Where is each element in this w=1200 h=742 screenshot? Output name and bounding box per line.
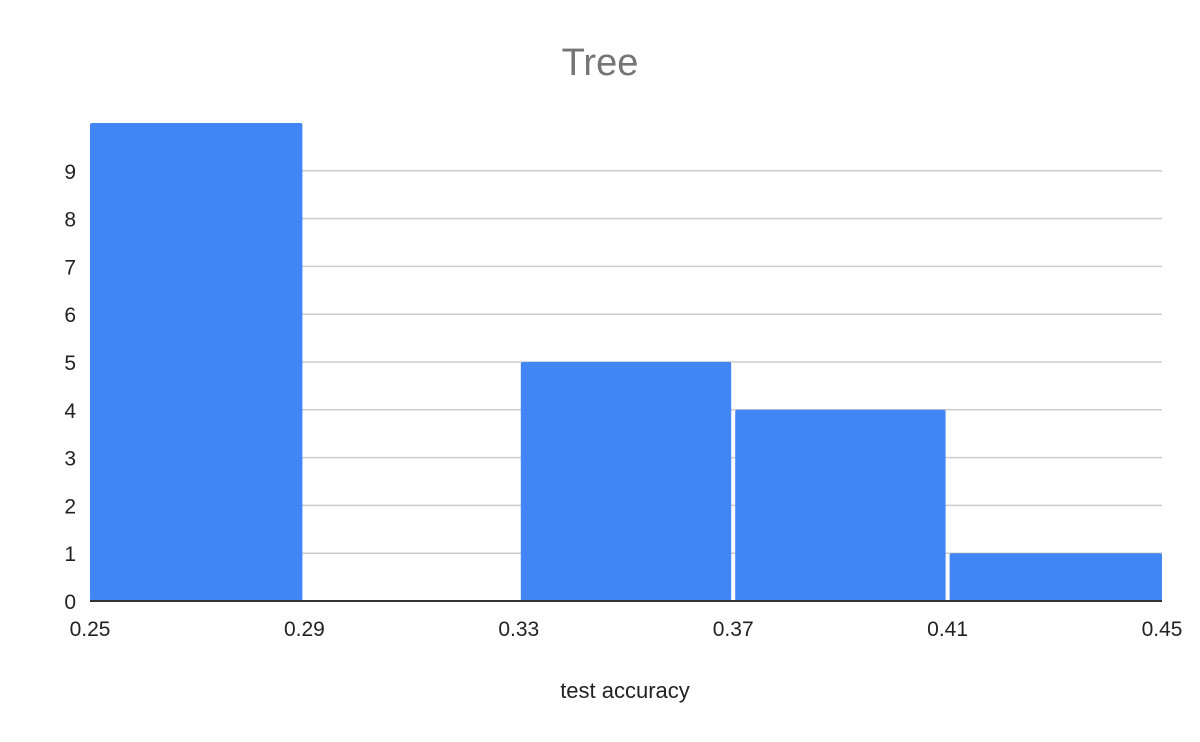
y-tick-label: 4 xyxy=(64,400,76,423)
y-tick-labels: 0 1 2 3 4 5 6 7 8 9 xyxy=(64,161,76,614)
histogram-bar xyxy=(735,409,946,601)
bars xyxy=(90,123,1162,601)
y-tick-label: 0 xyxy=(64,591,76,614)
y-tick-label: 2 xyxy=(64,495,76,518)
y-tick-label: 5 xyxy=(64,352,76,375)
x-tick-label: 0.45 xyxy=(1142,618,1183,641)
y-tick-label: 6 xyxy=(64,304,76,327)
x-tick-labels: 0.25 0.29 0.33 0.37 0.41 0.45 xyxy=(70,618,1183,641)
x-axis-title: test accuracy xyxy=(560,678,690,703)
y-tick-label: 7 xyxy=(64,256,76,279)
x-tick-label: 0.25 xyxy=(70,618,111,641)
histogram-bar xyxy=(520,362,732,601)
chart-title: Tree xyxy=(562,42,639,84)
histogram-bar xyxy=(90,123,303,601)
x-tick-label: 0.33 xyxy=(498,618,539,641)
x-tick-label: 0.37 xyxy=(713,618,754,641)
x-tick-label: 0.29 xyxy=(284,618,325,641)
y-tick-label: 9 xyxy=(64,161,76,184)
histogram-bar xyxy=(949,553,1162,601)
x-tick-label: 0.41 xyxy=(927,618,968,641)
y-tick-label: 3 xyxy=(64,448,76,471)
y-tick-label: 8 xyxy=(64,209,76,232)
y-tick-label: 1 xyxy=(64,543,76,566)
